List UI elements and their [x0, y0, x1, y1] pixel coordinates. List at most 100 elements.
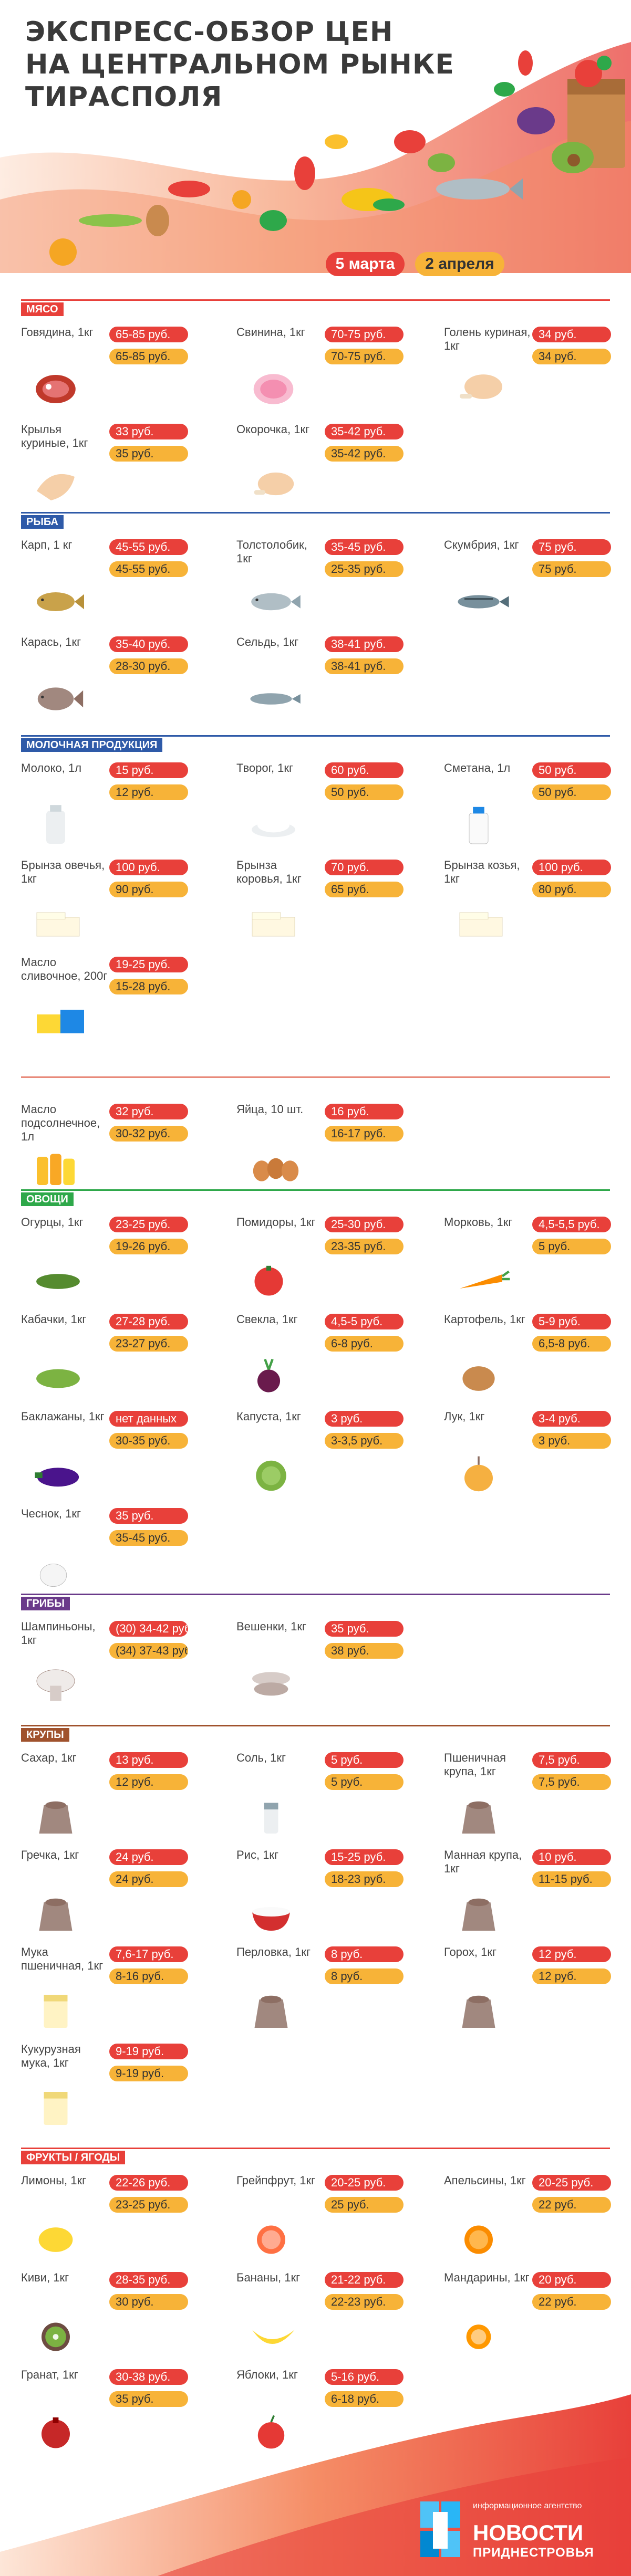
price-march: 13 руб.: [109, 1752, 188, 1768]
price-march: 35-40 руб.: [109, 636, 188, 652]
product-name: Помидоры, 1кг: [236, 1216, 316, 1229]
price-march: 34 руб.: [532, 327, 611, 342]
beet-icon: [257, 1358, 281, 1392]
chicken-wing-icon: [37, 474, 75, 500]
price-march: 35 руб.: [325, 1621, 404, 1637]
section-label: МЯСО: [21, 302, 64, 316]
price-march: 7,6-17 руб.: [109, 1946, 188, 1962]
price-april: 12 руб.: [532, 1968, 611, 1984]
section-rule: [21, 512, 610, 514]
price-april: 6,5-8 руб.: [532, 1336, 611, 1352]
price-april: 23-35 руб.: [325, 1239, 404, 1254]
product-name: Толстолобик, 1кг: [236, 538, 307, 565]
price-march: 35-42 руб.: [325, 424, 404, 439]
price-item: Грейпфрут, 1кг 20-25 руб. 25 руб.: [236, 2174, 426, 2263]
salt-shaker-icon: [264, 1803, 278, 1834]
product-name: Скумбрия, 1кг: [444, 538, 519, 551]
price-april: 28-30 руб.: [109, 658, 188, 674]
agency-name: НОВОСТИ: [473, 2520, 584, 2545]
price-april: (34) 37-43 руб.: [109, 1643, 188, 1659]
fish-icon: [436, 179, 510, 200]
sack-icon: [462, 1995, 495, 2028]
price-march: 35 руб.: [109, 1508, 188, 1524]
price-item: Брынза овечья, 1кг 100 руб. 90 руб.: [21, 858, 210, 948]
mandarin-icon: [466, 2324, 491, 2349]
section-rule: [21, 2148, 610, 2149]
price-march: 19-25 руб.: [109, 957, 188, 972]
price-item: Карп, 1 кг 45-55 руб. 45-55 руб.: [21, 538, 210, 627]
price-item: Морковь, 1кг 4,5-5,5 руб. 5 руб.: [444, 1216, 631, 1305]
price-march: 21-22 руб.: [325, 2272, 404, 2288]
section-label: ГРИБЫ: [21, 1597, 70, 1610]
pepper-icon: [294, 156, 315, 190]
price-march: 30-38 руб.: [109, 2369, 188, 2385]
potato-icon: [462, 1366, 495, 1391]
section-label: РЫБА: [21, 515, 64, 529]
price-april: 35-42 руб.: [325, 446, 404, 462]
price-april: 38-41 руб.: [325, 658, 404, 674]
date-legend-old: 5 марта: [326, 252, 405, 276]
price-march: 16 руб.: [325, 1104, 404, 1119]
price-march: 5-9 руб.: [532, 1314, 611, 1329]
price-item: Помидоры, 1кг 25-30 руб. 23-35 руб.: [236, 1216, 426, 1305]
cottage-cheese-icon: [252, 817, 295, 837]
price-item: Киви, 1кг 28-35 руб. 30 руб.: [21, 2271, 210, 2360]
product-name: Рис, 1кг: [236, 1848, 279, 1861]
oil-bottle-icon: [37, 1154, 75, 1185]
cabbage-icon: [256, 1460, 286, 1491]
price-march: 5 руб.: [325, 1752, 404, 1768]
price-april: 24 руб.: [109, 1871, 188, 1887]
oyster-mushroom-icon: [252, 1672, 290, 1696]
apple-icon: [257, 2415, 285, 2449]
price-item: Картофель, 1кг 5-9 руб. 6,5-8 руб.: [444, 1313, 631, 1402]
title-line-1: ЭКСПРЕСС-ОБЗОР ЦЕН: [25, 16, 394, 48]
rice-bowl-icon: [252, 1907, 290, 1931]
price-item: Кабачки, 1кг 27-28 руб. 23-27 руб.: [21, 1313, 210, 1402]
product-name: Огурцы, 1кг: [21, 1216, 84, 1229]
price-march: 65-85 руб.: [109, 327, 188, 342]
product-name: Баклажаны, 1кг: [21, 1410, 105, 1423]
agency-logo: информационное агентство НОВОСТИ ПРИДНЕС…: [420, 2499, 620, 2562]
price-item: Брынза коровья, 1кг 70 руб. 65 руб.: [236, 858, 426, 948]
section-label: ОВОЩИ: [21, 1192, 74, 1206]
product-name: Молоко, 1л: [21, 761, 82, 774]
eggplant-icon: [35, 1468, 79, 1487]
price-item: Пшеничная крупа, 1кг 7,5 руб. 7,5 руб.: [444, 1751, 631, 1840]
price-april: 22 руб.: [532, 2197, 611, 2213]
product-name: Чеснок, 1кг: [21, 1507, 81, 1520]
sack-icon: [39, 1898, 73, 1931]
price-april: 23-25 руб.: [109, 2197, 188, 2213]
product-name: Гранат, 1кг: [21, 2368, 78, 2381]
price-item: Окорочка, 1кг 35-42 руб. 35-42 руб.: [236, 423, 426, 512]
sack-icon: [462, 1801, 495, 1834]
pomegranate-icon: [42, 2417, 70, 2448]
title-line-2: НА ЦЕНТРАЛЬНОМ РЫНКЕ: [25, 49, 454, 80]
price-april: 12 руб.: [109, 1774, 188, 1790]
chicken-leg-icon: [460, 374, 502, 399]
header-artwork: [0, 42, 631, 294]
price-april: 35 руб.: [109, 2391, 188, 2407]
product-name: Пшеничная крупа, 1кг: [444, 1751, 506, 1778]
section-rule: [21, 1189, 610, 1191]
drumstick-icon: [254, 472, 294, 496]
price-april: 75 руб.: [532, 561, 611, 577]
banana-icon: [252, 2330, 295, 2344]
price-april: 25 руб.: [325, 2197, 404, 2213]
carp-icon: [37, 592, 84, 611]
price-item: Бананы, 1кг 21-22 руб. 22-23 руб.: [236, 2271, 426, 2360]
product-name: Говядина, 1кг: [21, 326, 94, 339]
price-item: Апельсины, 1кг 20-25 руб. 22 руб.: [444, 2174, 631, 2263]
price-april: 3 руб.: [532, 1433, 611, 1449]
price-march: 70 руб.: [325, 860, 404, 875]
price-march: 70-75 руб.: [325, 327, 404, 342]
price-item: Гранат, 1кг 30-38 руб. 35 руб.: [21, 2368, 210, 2457]
price-april: 34 руб.: [532, 349, 611, 364]
price-march: 24 руб.: [109, 1849, 188, 1865]
price-march: нет данных: [109, 1411, 188, 1427]
product-name: Шампиньоны, 1кг: [21, 1620, 96, 1647]
price-march: 33 руб.: [109, 424, 188, 439]
price-item: Вешенки, 1кг 35 руб. 38 руб.: [236, 1620, 426, 1709]
price-april: 22 руб.: [532, 2294, 611, 2310]
section-label: ФРУКТЫ / ЯГОДЫ: [21, 2151, 126, 2164]
